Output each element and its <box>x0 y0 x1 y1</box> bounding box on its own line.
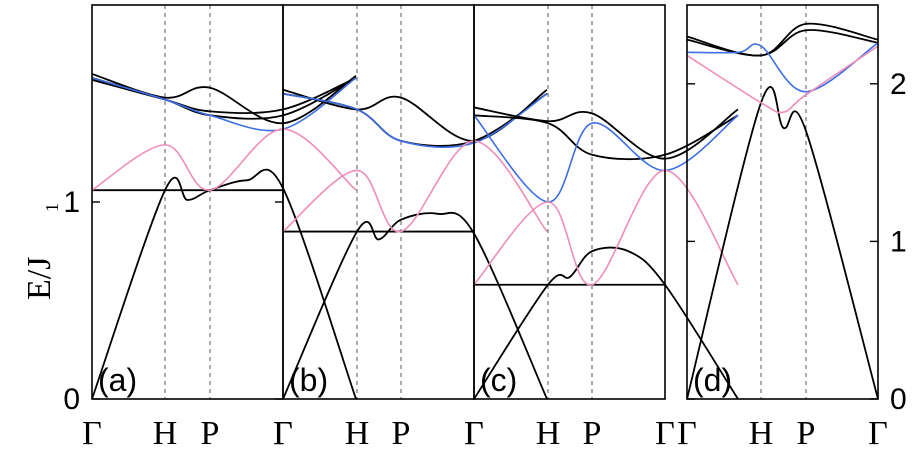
y-tick-label: 1 <box>890 225 907 258</box>
band-line-black <box>686 29 879 57</box>
band-line-blue <box>282 92 548 148</box>
y-tick-label: 0 <box>890 383 907 416</box>
y-tick-label: 2 <box>890 68 907 101</box>
k-point-label: H <box>345 415 370 452</box>
k-point-label: Γ <box>464 415 484 452</box>
k-point-label: Γ <box>655 415 675 452</box>
panel-label: (d) <box>693 362 732 398</box>
k-point-label: Γ <box>273 415 293 452</box>
k-point-label: P <box>392 415 411 452</box>
band-line-pink <box>686 45 879 114</box>
k-point-label: H <box>536 415 561 452</box>
band-line-pink <box>473 169 739 286</box>
band-line-black <box>686 86 879 400</box>
k-point-label: Γ <box>677 415 697 452</box>
panel-1: 0 1 Γ H P Γ (a) <box>63 4 357 452</box>
band-line-black <box>282 212 548 400</box>
k-point-label: Γ <box>868 415 888 452</box>
panel-frame <box>91 4 284 400</box>
band-line-blue <box>686 42 879 93</box>
panel-2: Γ H P Γ (b) <box>273 4 548 452</box>
band-line-pink <box>91 128 357 191</box>
k-point-label: H <box>153 415 178 452</box>
y-axis-label-main: E/J <box>21 257 58 300</box>
band-line-black <box>473 106 739 160</box>
y-tick-label: 1 <box>63 186 80 219</box>
band-line-black <box>473 246 739 400</box>
panel-label: (c) <box>480 362 517 398</box>
k-point-label: P <box>797 415 816 452</box>
k-point-label: Γ <box>273 415 293 452</box>
panel-3: Γ H P Γ (c) <box>464 4 739 452</box>
panel-4: 0 1 2 Γ H P Γ (d) <box>677 4 907 452</box>
y-tick-label: 0 <box>63 383 80 416</box>
y-axis-label-subscript: 1 <box>42 203 62 212</box>
k-point-label: H <box>749 415 774 452</box>
panel-label: (b) <box>289 362 328 398</box>
band-line-blue <box>473 114 739 203</box>
panel-frame <box>473 4 666 400</box>
k-point-label: P <box>583 415 602 452</box>
k-point-label: Γ <box>464 415 484 452</box>
k-point-label: Γ <box>82 415 102 452</box>
panel-label: (a) <box>98 362 137 398</box>
panel-frame <box>686 4 879 400</box>
band-line-blue <box>91 77 357 132</box>
band-line-black <box>686 22 879 57</box>
k-point-label: P <box>201 415 220 452</box>
y-axis-label: E/J 1 <box>21 203 62 300</box>
band-line-pink <box>282 140 548 233</box>
